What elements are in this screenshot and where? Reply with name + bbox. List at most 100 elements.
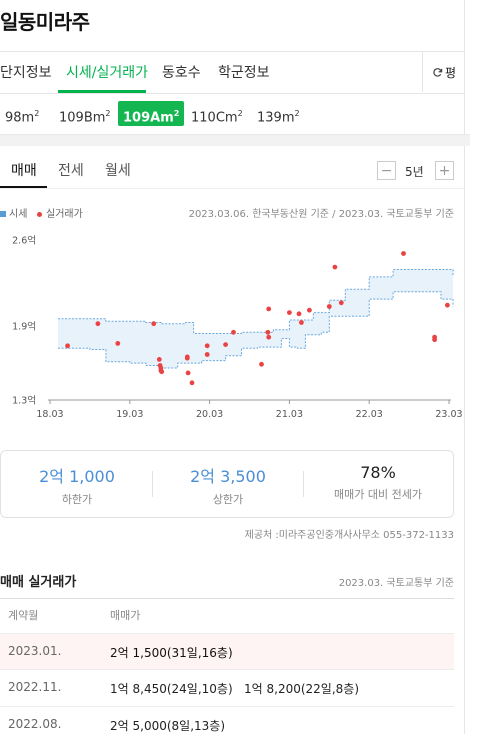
y-tick-label: 1.3억	[12, 395, 36, 407]
tab-school[interactable]: 학군정보	[218, 65, 270, 81]
deal-point	[156, 357, 162, 362]
area-label: 109A	[123, 110, 161, 126]
table-row[interactable]: 2023.01. 2억 1,500(31일,16층)	[0, 633, 454, 670]
area-unit: m	[92, 110, 106, 126]
area-unit: m	[224, 110, 238, 126]
deal-point	[332, 264, 338, 270]
stat-high: 2억 3,500 상한가	[153, 463, 303, 507]
deal-point	[296, 311, 302, 317]
x-tick-label: 20.03	[196, 409, 223, 420]
area-option-109b[interactable]: 109Bm2	[59, 94, 111, 134]
area-label: 110C	[191, 110, 225, 126]
deal-point	[204, 352, 210, 357]
refresh-icon	[433, 67, 443, 77]
divider	[0, 51, 464, 52]
deal-point	[266, 334, 272, 340]
stat-low-label: 하한가	[61, 493, 93, 506]
legend-deal-swatch	[37, 211, 42, 217]
subtab-monthly[interactable]: 월세	[105, 163, 131, 179]
deal-point	[307, 307, 312, 313]
row-deal: 1억 8,450(24일,10층)	[110, 682, 233, 696]
area-option-110c[interactable]: 110Cm2	[191, 94, 243, 134]
stat-high-value: 2억 3,500	[190, 467, 266, 486]
table-row[interactable]: 2022.11. 1억 8,450(24일,10층) 1억 8,200(22일,…	[0, 669, 454, 706]
main-tabs: 단지정보 시세/실거래가 동호수 학군정보	[0, 52, 464, 92]
divider	[0, 598, 454, 599]
area-unit-sup: 2	[105, 109, 111, 118]
unit-toggle-button[interactable]: 평	[422, 52, 465, 92]
price-band-area	[58, 269, 453, 368]
header-sale-price: 매매가	[110, 609, 141, 622]
stat-low-value: 2억 1,000	[39, 467, 115, 486]
deal-point	[287, 310, 292, 315]
area-label: 139	[257, 110, 282, 126]
stat-high-label: 상한가	[212, 493, 244, 506]
stat-ratio-value: 78%	[360, 463, 396, 482]
tab-price[interactable]: 시세/실거래가	[66, 65, 148, 81]
deal-point	[223, 342, 229, 347]
divider	[0, 93, 464, 94]
area-unit-sup: 2	[294, 109, 300, 118]
y-tick-label: 1.9억	[12, 321, 36, 333]
area-unit: m	[160, 110, 174, 126]
subtab-jeonse[interactable]: 전세	[58, 163, 84, 179]
row-deal: 2억 5,000(8일,13층)	[110, 719, 226, 733]
x-tick-label: 21.03	[276, 409, 303, 420]
area-unit-sup: 2	[237, 109, 243, 118]
area-label: 98	[5, 110, 22, 126]
area-option-109a[interactable]: 109Am2	[118, 101, 185, 126]
table-row[interactable]: 2022.08. 2억 5,000(8일,13층)	[0, 706, 454, 743]
stat-ratio: 78% 매매가 대비 전세가	[303, 463, 453, 502]
deals-source: 2023.03. 국토교통부 기준	[338, 578, 454, 589]
row-date: 2023.01.	[8, 644, 62, 658]
x-tick-label: 22.03	[356, 409, 383, 420]
divider	[0, 188, 464, 189]
row-date: 2022.11.	[8, 680, 62, 694]
chart-source: 2023.03.06. 한국부동산원 기준 / 2023.03. 국토교통부 기…	[188, 209, 454, 220]
divider	[152, 471, 153, 497]
deal-point	[95, 321, 101, 327]
x-tick-label: 23.03	[435, 409, 462, 420]
deal-point	[115, 341, 121, 346]
legend-deal: 실거래가	[37, 205, 83, 220]
legend-deal-label: 실거래가	[46, 209, 83, 220]
deal-point	[326, 304, 332, 309]
deal-point	[265, 329, 271, 335]
deal-point	[159, 369, 165, 375]
legend-price-label: 시세	[9, 209, 28, 220]
period-increase-button[interactable]: +	[435, 161, 454, 180]
header-contract-month: 계약월	[8, 609, 39, 622]
row-date: 2022.08.	[8, 717, 62, 731]
tab-complex-info[interactable]: 단지정보	[0, 65, 52, 81]
deal-point	[204, 343, 210, 349]
area-unit: m	[281, 110, 295, 126]
deal-point	[266, 306, 272, 312]
deal-point	[184, 355, 190, 361]
legend-price: 시세	[0, 205, 27, 220]
period-decrease-button[interactable]: −	[377, 161, 396, 180]
deals-title: 매매 실거래가	[0, 575, 77, 590]
area-unit: m	[21, 110, 35, 126]
area-unit-sup: 2	[34, 109, 40, 118]
tab-units[interactable]: 동호수	[162, 65, 201, 81]
x-tick-label: 19.03	[116, 409, 143, 420]
right-panel-edge	[464, 0, 478, 734]
deal-point	[299, 320, 304, 325]
active-tab-indicator	[58, 90, 146, 93]
y-tick-label: 2.6억	[12, 235, 36, 247]
price-band-high-line	[58, 269, 454, 334]
deal-point	[189, 380, 195, 386]
deal-point	[259, 361, 264, 367]
area-option-139[interactable]: 139m2	[257, 94, 300, 134]
active-subtab-indicator	[0, 186, 47, 188]
unit-toggle-label: 평	[444, 65, 457, 80]
price-summary: 2억 1,000 하한가 2억 3,500 상한가 78% 매매가 대비 전세가	[0, 450, 454, 518]
section-divider	[0, 134, 470, 146]
subtab-sale[interactable]: 매매	[11, 163, 37, 179]
deal-point	[185, 370, 191, 376]
area-option-98[interactable]: 98m2	[5, 94, 39, 134]
divider	[303, 471, 304, 497]
area-label: 109B	[59, 110, 93, 126]
deal-point	[445, 302, 450, 308]
